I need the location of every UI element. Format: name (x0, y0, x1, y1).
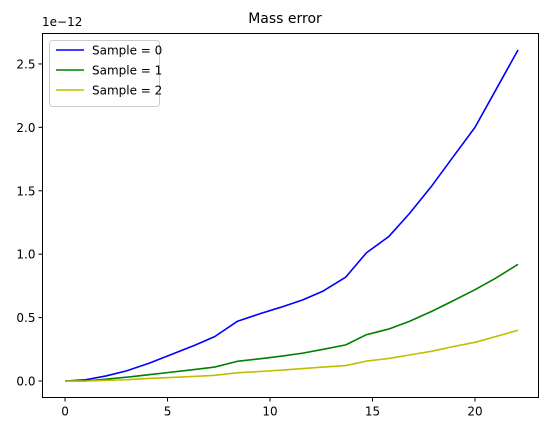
legend: Sample = 0 Sample = 1 Sample = 2 (49, 40, 162, 107)
y-tick-label-2: 1.0 (16, 248, 35, 262)
series-line-0 (65, 49, 519, 382)
legend-label-0: Sample = 0 (92, 44, 162, 58)
y-tick-label-4: 2.0 (16, 121, 35, 135)
y-tick-label-3: 1.5 (16, 184, 35, 198)
plot-lines (65, 49, 519, 382)
x-tick-label-0: 0 (61, 405, 69, 419)
x-tick-label-2: 10 (262, 405, 277, 419)
y-axis-offset-text: 1e−12 (42, 15, 82, 29)
x-tick-label-4: 20 (467, 405, 482, 419)
chart-title: Mass error (248, 11, 322, 27)
x-tick-label-3: 15 (365, 405, 380, 419)
x-axis: 0 5 10 15 20 (61, 397, 483, 419)
y-tick-label-5: 2.5 (16, 57, 35, 71)
x-tick-label-1: 5 (164, 405, 172, 419)
series-line-2 (65, 329, 519, 382)
y-tick-label-1: 0.5 (16, 311, 35, 325)
plot-frame (42, 33, 539, 398)
legend-label-1: Sample = 1 (92, 64, 162, 78)
y-axis: 0.0 0.5 1.0 1.5 2.0 2.5 (16, 57, 43, 389)
y-tick-label-0: 0.0 (16, 375, 35, 389)
series-line-1 (65, 263, 519, 382)
legend-label-2: Sample = 2 (92, 84, 162, 98)
